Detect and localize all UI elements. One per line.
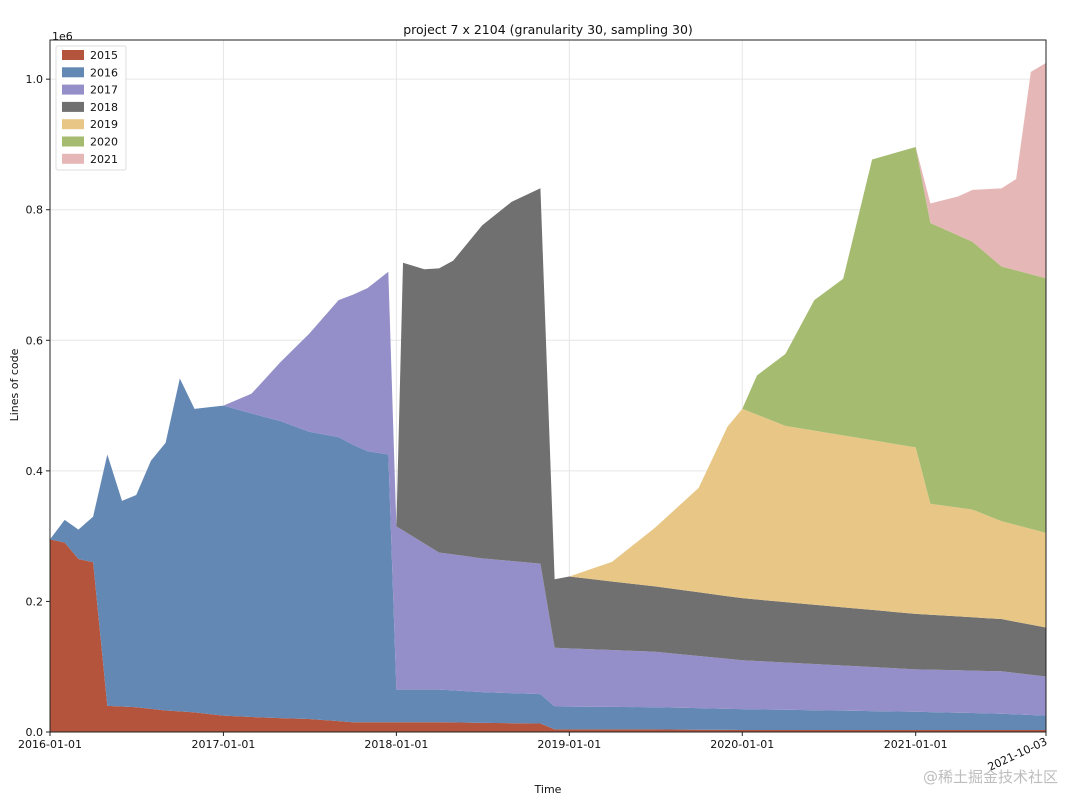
legend-swatch-2017 xyxy=(62,84,84,95)
x-tick-label: 2020-01-01 xyxy=(710,738,774,751)
y-tick-label: 0.0 xyxy=(26,726,44,739)
area-series-2018 xyxy=(50,188,1046,677)
y-tick-label: 0.4 xyxy=(26,465,44,478)
chart-title: project 7 x 2104 (granularity 30, sampli… xyxy=(403,22,693,37)
legend: 2015 2016 2017 2018 2019 2020 2021 xyxy=(55,45,127,171)
plot-frame xyxy=(49,39,1047,733)
x-tick-label: 2019-01-01 xyxy=(537,738,601,751)
y-tick-label: 0.8 xyxy=(26,204,44,217)
area-series-2019 xyxy=(50,188,1046,628)
x-tick-label: 2016-01-01 xyxy=(18,738,82,751)
legend-swatch-2020 xyxy=(62,136,84,147)
legend-swatch-2019 xyxy=(62,119,84,130)
x-tick-label: 2021-01-01 xyxy=(884,738,948,751)
legend-label-2018: 2018 xyxy=(90,101,118,114)
area-series-2017 xyxy=(50,271,1046,716)
legend-label-2019: 2019 xyxy=(90,118,118,131)
stacked-areas xyxy=(50,62,1046,732)
y-offset-label: 1e6 xyxy=(52,30,73,43)
legend-label-2017: 2017 xyxy=(90,84,118,97)
area-series-2015 xyxy=(50,539,1046,732)
x-tick-label: 2018-01-01 xyxy=(364,738,428,751)
y-tick-label: 1.0 xyxy=(26,73,44,86)
y-tick-label: 0.6 xyxy=(26,334,44,347)
legend-label-2016: 2016 xyxy=(90,66,118,79)
legend-label-2020: 2020 xyxy=(90,136,118,149)
legend-label-2015: 2015 xyxy=(90,49,118,62)
legend-swatch-2015 xyxy=(62,50,84,60)
legend-swatch-2021 xyxy=(62,153,84,164)
y-tick-label: 0.2 xyxy=(26,595,44,608)
legend-label-2021: 2021 xyxy=(90,153,118,166)
legend-swatch-2016 xyxy=(62,67,84,78)
area-series-2016 xyxy=(50,378,1046,731)
x-tick-label: 2017-01-01 xyxy=(191,738,255,751)
y-axis-label: Lines of code xyxy=(8,348,21,421)
area-series-2020 xyxy=(50,147,1046,580)
legend-swatch-2018 xyxy=(62,101,84,112)
watermark: @稀土掘金技术社区 xyxy=(923,768,1058,786)
x-axis-label: Time xyxy=(534,783,562,796)
